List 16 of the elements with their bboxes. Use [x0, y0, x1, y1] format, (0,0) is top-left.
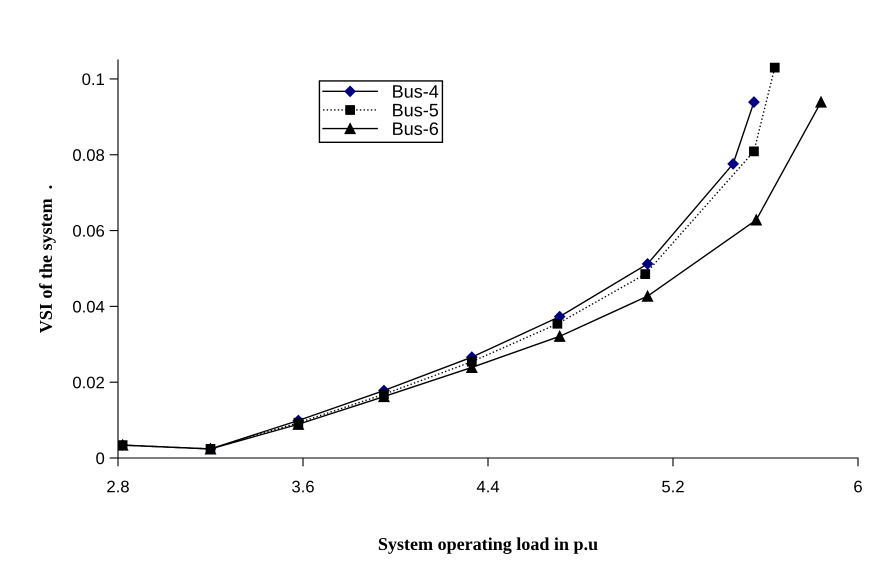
y-tick-label: 0.06	[73, 224, 104, 237]
legend-label: Bus-4	[393, 85, 438, 98]
legend-label: Bus-5	[393, 104, 438, 116]
y-tick-label: 0.04	[73, 300, 104, 313]
x-axis-title: System operating load in p.u	[378, 537, 598, 554]
x-tick-label: 2.8	[107, 480, 129, 492]
y-axis-title: VSI of the system .	[39, 186, 56, 334]
y-tick-label: 0.1	[82, 73, 104, 86]
x-tick-label: 5.2	[662, 480, 684, 492]
x-tick-label: 4.4	[476, 480, 500, 492]
y-tick-label: 0.02	[73, 376, 104, 388]
y-tick-label: 0	[96, 452, 104, 464]
x-tick-label: 6	[854, 480, 862, 492]
x-tick-label: 3.6	[292, 480, 314, 492]
y-tick-label: 0.08	[73, 149, 104, 161]
legend-label: Bus-6	[393, 122, 438, 136]
